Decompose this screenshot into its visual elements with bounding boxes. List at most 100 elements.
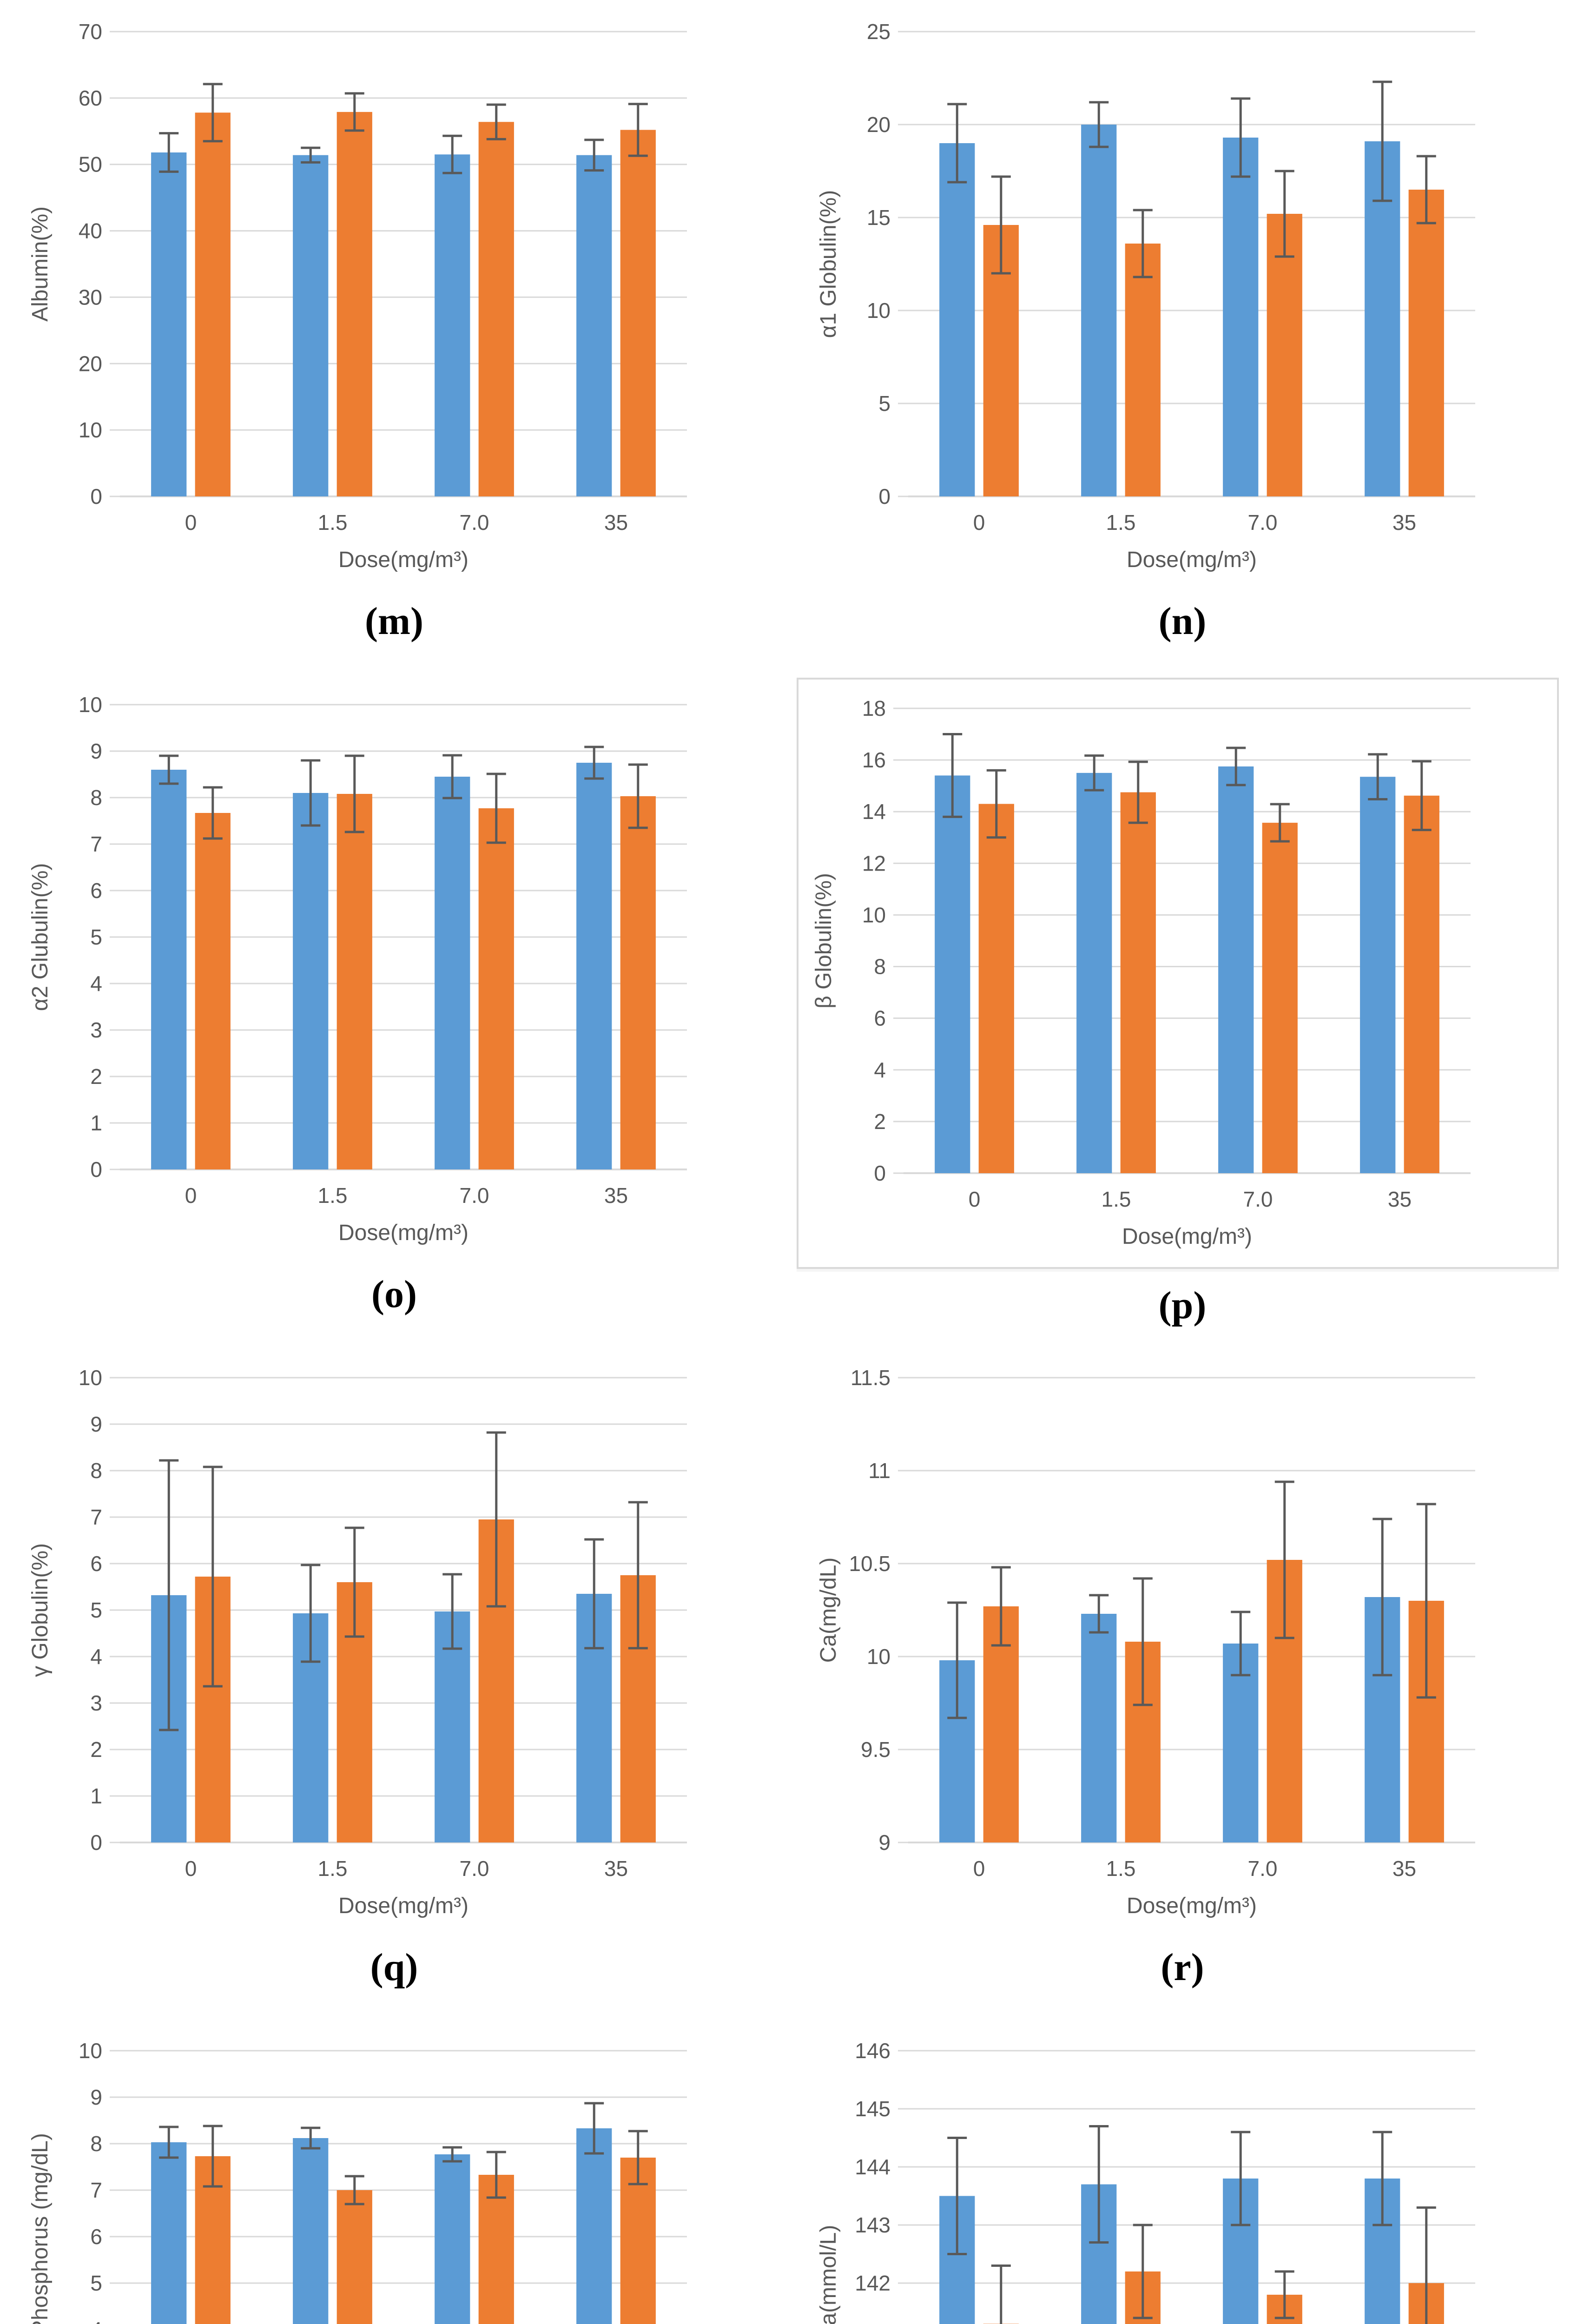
chart-t-canvas: 13813914014114214314414514601.57.035Dose… <box>816 2039 1475 2324</box>
y-tick-label: 2 <box>90 1737 102 1762</box>
y-tick-label: 0 <box>90 1830 102 1855</box>
chart-o-canvas: 0 1 2 3 4 5 6 7 8 9 10 0 1.5 7.0 35 Dose(mg/m³) α2 Glubu… <box>28 693 687 1245</box>
chart-panel-t: 13813914014114214314414514601.57.035Dose… <box>788 2019 1577 2324</box>
x-tick-label: 35 <box>1392 1856 1416 1881</box>
x-tick-label: 35 <box>1388 1187 1412 1211</box>
y-tick-label: 10 <box>867 1644 891 1669</box>
bar-series-orange-dose-1.5 <box>337 2190 372 2324</box>
y-tick-label: 5 <box>90 925 102 949</box>
x-tick-label: 7.0 <box>460 1183 489 1208</box>
bar-series-orange-dose-1.5 <box>337 794 372 1169</box>
bar-series-blue-dose-7.0 <box>435 777 470 1169</box>
y-tick-label: 6 <box>90 1552 102 1576</box>
y-axis-title: α1 Globulin(%) <box>816 190 841 338</box>
chart-panel-n: 0 5 10 15 20 25 0 1.5 7.0 35 Dose(mg/m³) α1 Globuli… <box>788 0 1577 673</box>
y-tick-label: 9 <box>90 2085 102 2109</box>
bar-series-orange-dose-0 <box>195 813 231 1169</box>
y-tick-label: 4 <box>874 1058 886 1082</box>
x-tick-label: 1.5 <box>1102 1187 1131 1211</box>
y-tick-label: 3 <box>90 1691 102 1715</box>
bar-series-orange-dose-7.0 <box>478 2175 514 2324</box>
chart-caption: (p) <box>1158 1284 1207 1327</box>
bar-series-blue-dose-7.0 <box>435 2154 470 2324</box>
y-axis-title: Ca(mg/dL) <box>816 1558 841 1663</box>
chart-caption: (q) <box>370 1946 418 1989</box>
y-tick-label: 9.5 <box>861 1737 891 1762</box>
bar-series-orange-dose-7.0 <box>1262 823 1298 1173</box>
x-tick-label: 7.0 <box>1248 510 1278 535</box>
chart-r-plot-area: 9 9.5 10 10.5 11 11.5 0 1.5 7.0 35 Dose(mg/m³) Ca(m… <box>811 1354 1554 1931</box>
chart-q-plot-area: 0 1 2 3 4 5 6 7 8 9 10 0 1.5 7.0 35 Dose(mg/m³) γ Globul… <box>22 1354 766 1931</box>
y-tick-label: 6 <box>90 878 102 903</box>
y-tick-label: 146 <box>855 2039 891 2063</box>
bar-series-orange-dose-35 <box>620 796 656 1169</box>
bar-series-blue-dose-7.0 <box>1218 766 1254 1173</box>
y-tick-label: 8 <box>874 955 886 979</box>
chart-o-plot-area: 0 1 2 3 4 5 6 7 8 9 10 0 1.5 7.0 35 Dose(mg/m³) α2 Glubu… <box>22 681 766 1258</box>
y-tick-label: 10 <box>867 298 891 323</box>
y-tick-label: 40 <box>79 219 102 243</box>
bar-series-orange-dose-1.5 <box>1125 244 1161 496</box>
bar-series-blue-dose-1.5 <box>293 155 329 496</box>
y-tick-label: 9 <box>90 1412 102 1436</box>
y-tick-label: 3 <box>90 1018 102 1042</box>
y-tick-label: 1 <box>90 1111 102 1135</box>
bar-series-blue-dose-7.0 <box>1223 1644 1259 1842</box>
x-tick-label: 35 <box>604 1856 628 1881</box>
y-tick-label: 10 <box>79 2039 102 2063</box>
y-axis-title: α2 Glubulin(%) <box>28 863 53 1011</box>
y-tick-label: 8 <box>90 2132 102 2156</box>
chart-panel-o: 0 1 2 3 4 5 6 7 8 9 10 0 1.5 7.0 35 Dose(mg/m³) α2 Glubu… <box>0 673 788 1346</box>
x-axis-title: Dose(mg/m³) <box>338 1894 468 1918</box>
y-tick-label: 20 <box>867 112 891 137</box>
y-tick-label: 142 <box>855 2271 891 2295</box>
chart-r-canvas: 9 9.5 10 10.5 11 11.5 0 1.5 7.0 35 Dose(mg/m³) Ca(m… <box>816 1366 1475 1918</box>
y-tick-label: 143 <box>855 2213 891 2237</box>
y-tick-label: 145 <box>855 2097 891 2121</box>
x-tick-label: 1.5 <box>318 1856 348 1881</box>
chart-t-plot-area: 13813914014114214314414514601.57.035Dose… <box>811 2027 1554 2324</box>
bar-series-blue-dose-35 <box>576 155 612 496</box>
bar-series-blue-dose-35 <box>576 763 612 1169</box>
y-tick-label: 10 <box>79 693 102 717</box>
chart-m-plot-area: 0 10 20 30 40 50 60 70 0 1.5 7.0 35 Dose(mg/m³) Album… <box>22 8 766 585</box>
y-tick-label: 11.5 <box>851 1366 891 1390</box>
x-axis-title: Dose(mg/m³) <box>1122 1224 1252 1249</box>
chart-panel-m: 0 10 20 30 40 50 60 70 0 1.5 7.0 35 Dose(mg/m³) Album… <box>0 0 788 673</box>
bar-series-orange-dose-35 <box>620 130 656 496</box>
chart-caption: (r) <box>1161 1946 1204 1989</box>
x-tick-label: 0 <box>973 1856 985 1881</box>
chart-p-border-box: 0 2 4 6 8 10 12 14 16 18 0 1.5 7.0 35 Dose(mg/m³) β Glo… <box>797 678 1559 1269</box>
y-axis-title: Na(mmol/L) <box>816 2225 841 2324</box>
y-tick-label: 7 <box>90 1505 102 1529</box>
y-tick-label: 6 <box>874 1006 886 1030</box>
chart-caption: (o) <box>371 1273 417 1316</box>
y-tick-label: 5 <box>90 2271 102 2295</box>
chart-m-canvas: 0 10 20 30 40 50 60 70 0 1.5 7.0 35 Dose(mg/m³) Album… <box>28 20 687 572</box>
y-tick-label: 60 <box>79 86 102 110</box>
bar-series-blue-dose-0 <box>939 143 975 496</box>
bar-series-orange-dose-0 <box>195 112 231 497</box>
bar-series-orange-dose-1.5 <box>1120 792 1156 1173</box>
x-tick-label: 35 <box>604 510 628 535</box>
bar-series-orange-dose-7.0 <box>478 122 514 496</box>
chart-panel-s: 01234567891001.57.035Dose(mg/m³)Inorgani… <box>0 2019 788 2324</box>
y-tick-label: 15 <box>867 205 891 230</box>
bar-series-blue-dose-0 <box>151 152 187 496</box>
chart-q-canvas: 0 1 2 3 4 5 6 7 8 9 10 0 1.5 7.0 35 Dose(mg/m³) γ Globul… <box>28 1366 687 1918</box>
y-tick-label: 1 <box>90 1784 102 1808</box>
x-tick-label: 7.0 <box>1243 1187 1273 1211</box>
y-tick-label: 7 <box>90 832 102 856</box>
x-axis-title: Dose(mg/m³) <box>338 1221 468 1245</box>
bar-series-blue-dose-0 <box>151 770 187 1169</box>
y-tick-label: 8 <box>90 1459 102 1483</box>
x-tick-label: 1.5 <box>318 510 348 535</box>
x-tick-label: 1.5 <box>1106 1856 1136 1881</box>
bar-series-blue-dose-7.0 <box>435 1611 470 1842</box>
y-tick-label: 10 <box>862 903 886 927</box>
bar-series-blue-dose-1.5 <box>1076 772 1112 1173</box>
y-tick-label: 11 <box>868 1459 891 1483</box>
bar-series-orange-dose-35 <box>1404 795 1439 1173</box>
y-axis-title: β Globulin(%) <box>812 873 836 1009</box>
